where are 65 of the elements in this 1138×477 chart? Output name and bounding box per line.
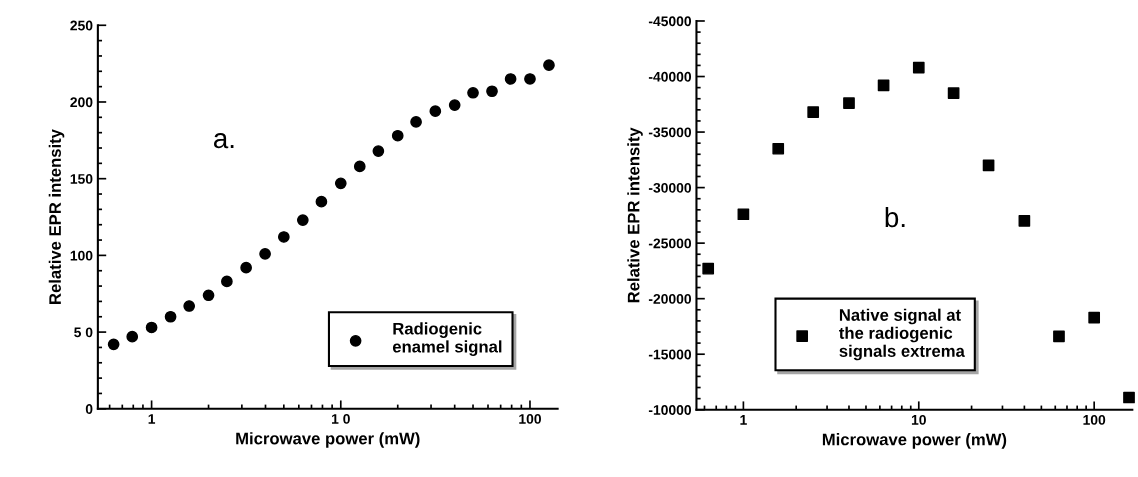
y-tick-label: -10000 — [648, 405, 692, 415]
point — [877, 79, 890, 92]
point — [1018, 215, 1031, 227]
legend-label: Radiogenic enamel signal — [392, 322, 502, 356]
x-tick-label: 1 0 — [332, 414, 350, 424]
y-tick-label: 200 — [70, 97, 93, 108]
point — [467, 86, 479, 99]
x-axis-title: Microwave power (mW) — [236, 432, 420, 448]
x-tick-label: 100 — [519, 414, 541, 424]
point — [524, 73, 536, 85]
point — [164, 310, 177, 323]
legend-label: Native signal at the radiogenic signals extrema — [839, 308, 965, 361]
point — [1053, 330, 1065, 343]
point — [504, 73, 517, 85]
x-tick-label: 10 — [911, 414, 926, 425]
point — [391, 129, 404, 142]
point — [807, 106, 820, 118]
y-tick-label: 5 0 — [74, 327, 93, 338]
point — [410, 116, 422, 128]
point — [486, 85, 498, 98]
point — [737, 208, 750, 221]
y-axis-title: Relative EPR intensity — [48, 129, 65, 304]
point — [296, 214, 309, 226]
y-tick-label: -20000 — [648, 294, 692, 304]
point — [543, 59, 555, 72]
x-tick-label: 1 — [148, 414, 156, 424]
y-tick-label: -25000 — [648, 238, 692, 249]
point — [702, 262, 715, 275]
point — [448, 99, 461, 111]
point — [145, 321, 158, 334]
point — [259, 248, 271, 260]
point — [772, 142, 785, 155]
point — [334, 177, 347, 190]
y-tick-label: 150 — [70, 174, 93, 184]
point — [353, 160, 366, 173]
y-tick-label: 100 — [70, 250, 93, 261]
point — [315, 195, 328, 208]
point — [912, 61, 925, 74]
point — [982, 159, 995, 172]
point — [202, 289, 215, 302]
point — [126, 330, 139, 343]
y-tick-label: -35000 — [648, 127, 692, 138]
point — [1088, 311, 1101, 324]
point — [277, 231, 290, 243]
point — [843, 97, 855, 110]
x-axis-title: Microwave power (mW) — [822, 433, 1007, 449]
point — [221, 275, 233, 288]
point — [183, 300, 196, 312]
point — [1123, 391, 1135, 404]
y-tick-label: -45000 — [648, 16, 692, 27]
y-axis-title: Relative EPR intensity — [627, 127, 643, 303]
y-tick-label: 250 — [70, 20, 93, 31]
x-tick-label: 1 — [740, 415, 747, 425]
y-tick-label: -15000 — [648, 349, 692, 360]
point — [372, 145, 385, 157]
point — [429, 105, 442, 118]
x-tick-label: 100 — [1083, 414, 1106, 425]
point — [240, 261, 252, 274]
y-tick-label: -40000 — [648, 71, 692, 82]
point — [947, 87, 960, 100]
annotation: a. — [213, 133, 234, 149]
y-tick-label: 0 — [85, 404, 93, 414]
point — [107, 338, 120, 351]
annotation: b. — [885, 206, 905, 228]
y-tick-label: -30000 — [648, 182, 692, 193]
